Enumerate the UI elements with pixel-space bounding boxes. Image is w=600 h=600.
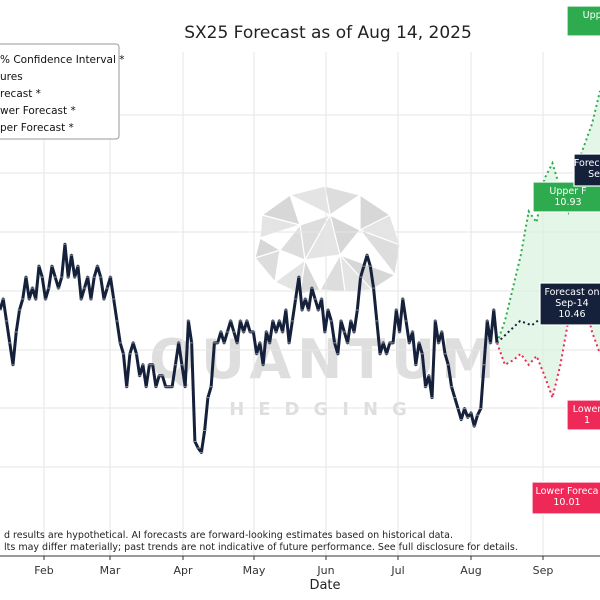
actual-line: [0, 242, 499, 454]
x-tick-label: May: [243, 564, 266, 577]
x-axis-ticks: Feb Mar Apr May Jun Jul Aug Sep: [34, 556, 553, 577]
annotations: UpperUpper F10.93ForecastSeForecast onSe…: [531, 5, 600, 515]
watermark-sub-text: HEDGING: [229, 399, 421, 420]
brain-facet: [303, 213, 341, 261]
legend-item-actual: ures: [0, 71, 23, 83]
legend-box: [0, 43, 120, 140]
callout-text: 10.46: [558, 309, 585, 320]
brain-facet: [324, 185, 362, 217]
forecast-callout: Upper: [566, 5, 600, 37]
callout-text: 10.93: [554, 197, 581, 208]
callout-box: [566, 399, 600, 431]
legend: % Confidence Interval * ures recast * we…: [0, 43, 125, 140]
callout-text: Lower Foreca: [535, 486, 598, 497]
forecast-callout: Upper F10.93: [532, 181, 600, 213]
callout-box: [531, 481, 600, 515]
x-tick-label: Jul: [390, 564, 404, 577]
brain-logo-icon: [253, 185, 401, 295]
callout-text: 10.01: [553, 497, 580, 508]
callout-box: [566, 5, 600, 37]
disclaimer-line-2: lts may differ materially; past trends a…: [4, 542, 518, 553]
callout-text: Upper: [583, 10, 600, 21]
legend-item-confidence: % Confidence Interval *: [0, 54, 125, 66]
brain-facet: [254, 237, 282, 259]
x-tick-label: Mar: [100, 564, 121, 577]
callout-text: 1: [584, 415, 590, 426]
x-tick-label: Feb: [34, 564, 53, 577]
callout-text: Sep-14: [555, 298, 588, 309]
callout-text: Upper F: [549, 186, 586, 197]
x-axis-label: Date: [309, 578, 340, 593]
callout-text: Lower: [573, 404, 600, 415]
legend-item-forecast: recast *: [0, 88, 41, 100]
upper-forecast-line: [496, 90, 600, 344]
x-tick-label: Aug: [460, 564, 481, 577]
callout-box: [532, 181, 600, 213]
chart-title: SX25 Forecast as of Aug 14, 2025: [184, 23, 472, 43]
callout-text: Se: [588, 169, 600, 180]
plot-area: [0, 90, 600, 454]
callout-box: [573, 153, 600, 187]
forecast-callout: ForecastSe: [573, 153, 600, 187]
legend-item-lower: wer Forecast *: [0, 105, 76, 117]
brain-facet: [279, 223, 306, 261]
callout-text: Forecast on: [544, 287, 599, 298]
callout-text: Forecast: [574, 158, 600, 169]
disclaimer-line-1: d results are hypothetical. AI forecasts…: [4, 530, 453, 541]
callout-box: [539, 282, 600, 326]
x-tick-label: Sep: [533, 564, 554, 577]
x-tick-label: Apr: [173, 564, 193, 577]
x-tick-label: Jun: [316, 564, 334, 577]
legend-item-upper: per Forecast *: [0, 122, 74, 134]
confidence-band: [497, 90, 600, 398]
